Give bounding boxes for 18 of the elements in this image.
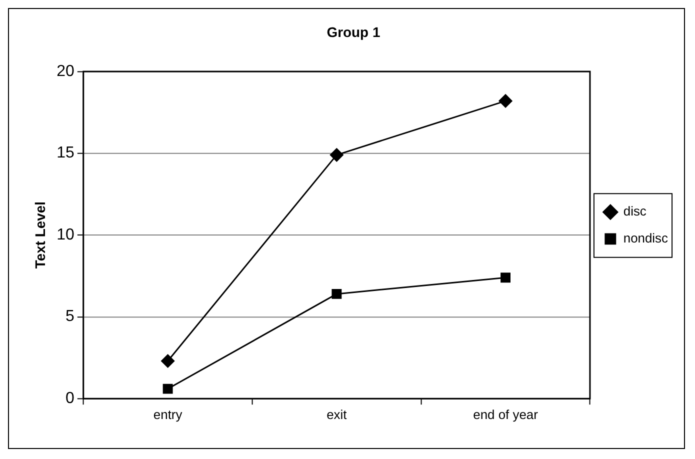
y-tick-label: 10 (56, 226, 75, 244)
y-tick-label: 15 (56, 144, 75, 162)
point (161, 354, 175, 368)
x-tick-label: exit (326, 406, 348, 422)
chart-title: Group 1 (326, 24, 380, 40)
y-axis-title: Text Level (32, 202, 48, 269)
y-tick-label: 20 (56, 62, 75, 80)
y-tick-label: 5 (66, 308, 75, 326)
point (162, 384, 173, 394)
point (332, 288, 342, 299)
point (330, 148, 344, 162)
x-tick-label: end of year (473, 406, 539, 422)
legend-label: disc (623, 204, 647, 219)
x-tick-label: entry (153, 406, 183, 422)
point (500, 272, 511, 283)
point (498, 94, 512, 108)
legend-label: nondisc (623, 230, 669, 246)
y-tick-label: 0 (66, 390, 75, 408)
